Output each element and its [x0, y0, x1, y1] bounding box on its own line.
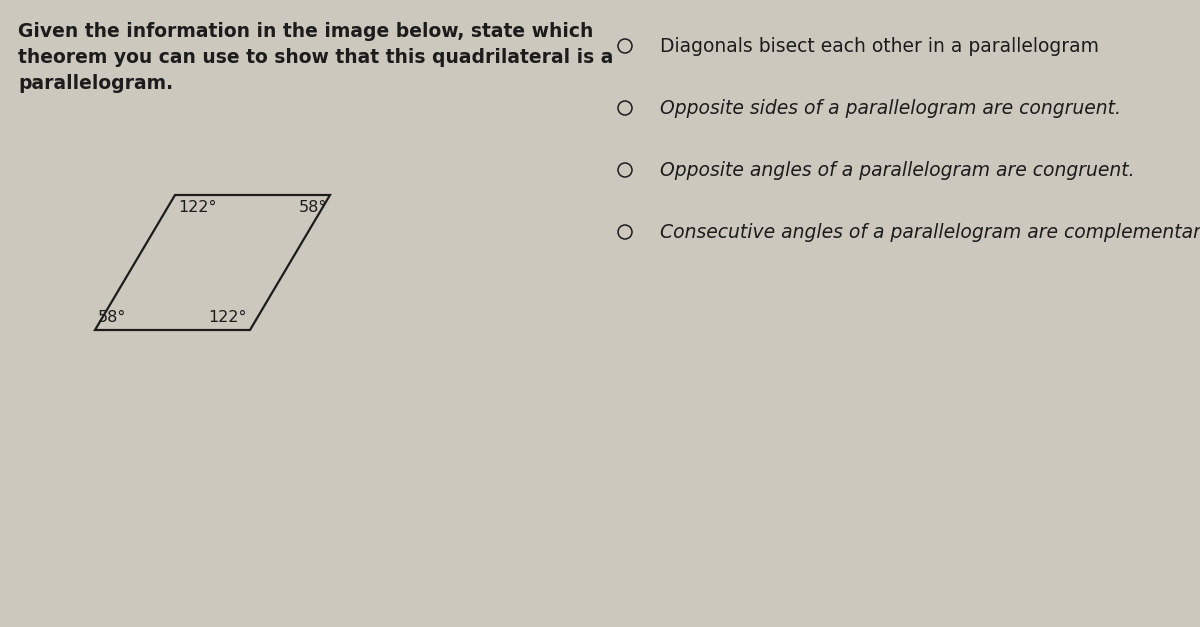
- Text: 58°: 58°: [299, 200, 326, 215]
- Text: Opposite angles of a parallelogram are congruent.: Opposite angles of a parallelogram are c…: [660, 161, 1135, 179]
- Text: Opposite sides of a parallelogram are congruent.: Opposite sides of a parallelogram are co…: [660, 98, 1121, 117]
- Text: 122°: 122°: [178, 200, 216, 215]
- Text: Given the information in the image below, state which: Given the information in the image below…: [18, 22, 593, 41]
- Text: 122°: 122°: [209, 310, 247, 325]
- Text: Diagonals bisect each other in a parallelogram: Diagonals bisect each other in a paralle…: [660, 36, 1099, 56]
- Text: parallelogram.: parallelogram.: [18, 74, 173, 93]
- Text: Consecutive angles of a parallelogram are complementary.: Consecutive angles of a parallelogram ar…: [660, 223, 1200, 241]
- Text: 58°: 58°: [98, 310, 126, 325]
- Text: theorem you can use to show that this quadrilateral is a: theorem you can use to show that this qu…: [18, 48, 613, 67]
